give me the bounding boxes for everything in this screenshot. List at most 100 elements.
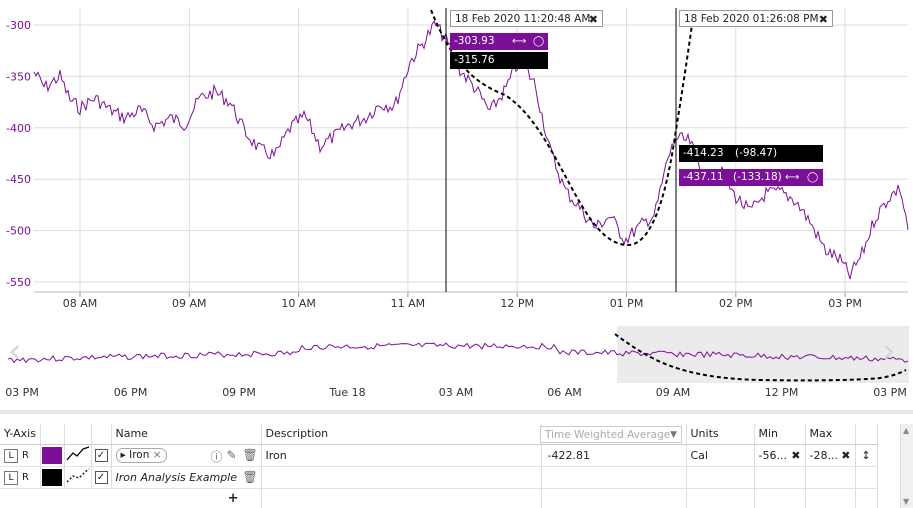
color-swatch[interactable] [42,446,62,464]
max-cell [805,466,856,489]
visible-cell: ✓ [91,466,112,489]
units-text: Cal [690,448,708,462]
navigator-selection[interactable] [617,326,909,383]
x-tick-label: 02 PM [719,297,753,310]
empty-cell [805,488,856,508]
empty-cell [855,488,878,508]
dashed-line-style-icon[interactable] [65,467,91,485]
stat-value: -422.81 [547,448,590,462]
axis-right-button[interactable]: R [22,449,29,461]
scroll-up-icon[interactable]: ▲ [903,426,910,435]
units-cell [686,466,755,489]
description-cell: Iron [261,444,542,467]
statistic-select[interactable]: Time Weighted Average ▼ [540,426,682,443]
nav-tick-label: 06 PM [114,386,148,399]
add-row: + [0,488,878,508]
x-tick-label: 01 PM [610,297,644,310]
vertical-resize-icon[interactable]: ↕ [861,448,871,462]
y-tick-label: -400 [6,122,31,135]
cursor-1-analysis-value-text: -315.76 [454,54,495,66]
axis-lock-cell [855,466,878,489]
cursor-1-close-icon[interactable]: ✖ [588,13,598,26]
cursor-2-iron-value: -437.11 (-133.18) ⟷ ◯ [679,169,823,186]
scroll-down-icon[interactable]: ▼ [903,497,910,506]
y-tick-label: -450 [6,173,31,186]
empty-cell [541,488,687,508]
speech-bubble-icon[interactable]: ◯ [807,172,819,183]
analysis-series-line [430,9,695,247]
empty-cell [261,488,542,508]
description-text: Iron [265,448,287,462]
y-axis-header[interactable]: Y-Axis [0,424,41,445]
color-cell [40,466,65,489]
signal-name: Iron [129,448,150,461]
navigator-chart[interactable]: 03 PM 06 PM 09 PM Tue 18 03 AM 06 AM 09 AM 12 P… [0,320,913,410]
cursor-2-analysis-value: -414.23 (-98.47) [679,145,823,162]
max-input[interactable]: -28... [809,448,838,462]
x-tick-label: 09 AM [172,297,207,310]
chip-close-icon[interactable]: × [152,448,162,461]
x-tick-label: 10 AM [281,297,316,310]
description-header[interactable]: Description [261,424,542,445]
axis-lock-header [855,424,878,445]
clear-min-icon[interactable]: ✖ [791,448,801,462]
max-cell: -28... ✖ [805,444,856,467]
panel-divider [0,410,913,414]
cursor-2-analysis-delta: (-98.47) [735,147,778,159]
visible-checkbox[interactable]: ✓ [94,448,108,462]
min-cell: -56... ✖ [754,444,806,467]
cursor-1-timestamp: 18 Feb 2020 11:20:48 AM ✖ [450,10,603,27]
range-icon[interactable]: ⟷ [512,36,527,47]
axis-left-button[interactable]: L [4,448,18,463]
x-tick-label: 12 PM [500,297,534,310]
cursor-2-close-icon[interactable]: ✖ [818,13,828,26]
stat-cell [541,466,687,489]
axis-right-button[interactable]: R [22,471,29,483]
visible-header [91,424,112,445]
description-cell [261,466,542,489]
name-cell: ▸ Iron × ⓘ ✎ 🗑 [111,444,262,467]
nav-tick-label: 09 AM [656,386,691,399]
cursor-1-time: 18 Feb 2020 11:20:48 AM [455,13,591,25]
info-icon[interactable]: ⓘ [210,449,223,464]
iron-series-line [33,20,909,280]
nav-tick-label: 06 AM [547,386,582,399]
range-icon[interactable]: ⟷ [785,172,800,183]
color-swatch[interactable] [42,468,62,486]
details-header: Y-Axis Name Description Units Min Max [0,424,878,445]
line-style-icon[interactable] [65,445,91,463]
navigator-iron-line [7,342,909,364]
nav-left-icon[interactable]: ‹ [8,331,22,371]
min-cell [754,466,806,489]
cursor-2-analysis-value-text: -414.23 [683,147,724,159]
stat-cell: -422.81 [541,444,687,467]
clear-max-icon[interactable]: ✖ [841,448,851,462]
signal-name: Iron Analysis Example [115,470,238,484]
units-header[interactable]: Units [686,424,755,445]
cursor-1-analysis-value: -315.76 [450,52,548,69]
style-cell [64,444,92,467]
min-input[interactable]: -56... [758,448,787,462]
max-header[interactable]: Max [805,424,856,445]
cursor-2-iron-delta: (-133.18) [733,171,782,183]
x-axis: 08 AM 09 AM 10 AM 11 AM 12 PM 01 PM 02 PM 03 PM [34,291,908,310]
add-signal-button[interactable]: + [227,490,239,506]
signal-chip[interactable]: ▸ Iron × [115,447,167,463]
axis-left-button[interactable]: L [4,470,18,485]
name-header[interactable]: Name [111,424,262,445]
trash-icon[interactable]: 🗑 [242,469,258,484]
speech-bubble-icon[interactable]: ◯ [533,36,545,47]
nav-right-icon[interactable]: › [882,331,896,371]
visible-checkbox[interactable]: ✓ [94,470,108,484]
edit-pencil-icon[interactable]: ✎ [226,447,237,462]
color-header [40,424,65,445]
style-header [64,424,92,445]
trash-icon[interactable]: 🗑 [242,447,258,462]
axis-lock-cell: ↕ [855,444,878,467]
units-cell: Cal [686,444,755,467]
details-scrollbar[interactable]: ▲ ▼ [900,424,913,508]
min-header[interactable]: Min [754,424,806,445]
